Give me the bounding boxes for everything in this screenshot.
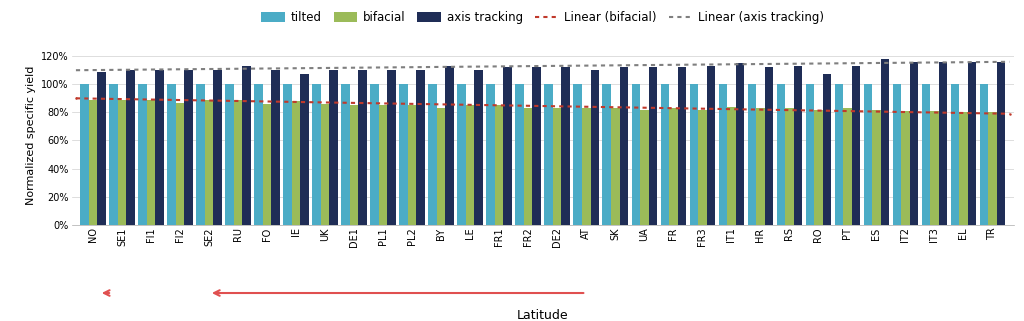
Bar (428, 84, 437, 225)
Bar (118, 100, 126, 225)
Bar (776, 84, 785, 225)
Bar (545, 84, 553, 225)
Bar (872, 109, 881, 225)
Bar (126, 70, 135, 225)
Bar (553, 108, 561, 225)
Bar (988, 112, 996, 225)
Bar (371, 84, 379, 225)
Bar (330, 70, 338, 225)
Bar (835, 84, 843, 225)
Bar (852, 66, 860, 225)
Bar (748, 84, 756, 225)
Bar (893, 84, 901, 225)
Bar (233, 100, 243, 225)
Bar (735, 63, 744, 225)
Bar (814, 109, 822, 225)
Bar (632, 84, 640, 225)
Text: Latitude: Latitude (517, 309, 568, 321)
Bar (939, 62, 947, 225)
Bar (379, 105, 387, 225)
Bar (474, 70, 483, 225)
Bar (197, 84, 205, 225)
Bar (205, 100, 213, 225)
Bar (909, 62, 919, 225)
Bar (573, 84, 582, 225)
Y-axis label: Normalized specific yield: Normalized specific yield (26, 65, 36, 204)
Bar (80, 84, 89, 225)
Bar (532, 67, 541, 225)
Bar (930, 111, 939, 225)
Bar (515, 84, 524, 225)
Bar (922, 84, 930, 225)
Bar (358, 70, 367, 225)
Bar (417, 70, 425, 225)
Bar (719, 84, 727, 225)
Bar (669, 108, 678, 225)
Bar (582, 108, 591, 225)
Bar (89, 100, 97, 225)
Bar (167, 84, 176, 225)
Bar (312, 84, 321, 225)
Bar (184, 70, 193, 225)
Bar (445, 66, 454, 225)
Bar (495, 105, 504, 225)
Bar (863, 84, 872, 225)
Legend: tilted, bifacial, axis tracking, Linear (bifacial), Linear (axis tracking): tilted, bifacial, axis tracking, Linear … (261, 11, 824, 24)
Bar (399, 84, 408, 225)
Bar (271, 70, 280, 225)
Bar (486, 84, 495, 225)
Bar (996, 62, 1006, 225)
Bar (794, 66, 802, 225)
Bar (980, 84, 988, 225)
Bar (466, 105, 474, 225)
Bar (968, 62, 976, 225)
Bar (660, 84, 669, 225)
Bar (292, 101, 300, 225)
Bar (648, 67, 657, 225)
Bar (225, 84, 233, 225)
Bar (950, 84, 959, 225)
Bar (524, 108, 532, 225)
Bar (611, 108, 620, 225)
Bar (640, 109, 648, 225)
Bar (437, 108, 445, 225)
Bar (765, 67, 773, 225)
Bar (213, 70, 222, 225)
Bar (350, 105, 358, 225)
Bar (341, 84, 350, 225)
Bar (300, 74, 309, 225)
Bar (176, 102, 184, 225)
Bar (110, 84, 118, 225)
Bar (602, 84, 611, 225)
Bar (959, 112, 968, 225)
Bar (243, 66, 251, 225)
Bar (678, 67, 686, 225)
Bar (727, 107, 735, 225)
Bar (698, 109, 707, 225)
Bar (387, 70, 396, 225)
Bar (254, 84, 263, 225)
Bar (263, 104, 271, 225)
Bar (806, 84, 814, 225)
Bar (561, 67, 570, 225)
Bar (408, 105, 417, 225)
Bar (146, 100, 156, 225)
Bar (321, 104, 330, 225)
Bar (881, 59, 889, 225)
Bar (756, 108, 765, 225)
Bar (707, 66, 715, 225)
Bar (689, 84, 698, 225)
Bar (138, 84, 146, 225)
Bar (620, 67, 628, 225)
Bar (458, 84, 466, 225)
Bar (97, 72, 105, 225)
Bar (901, 111, 909, 225)
Bar (284, 84, 292, 225)
Bar (785, 108, 794, 225)
Bar (504, 67, 512, 225)
Bar (822, 74, 831, 225)
Bar (156, 70, 164, 225)
Bar (591, 70, 599, 225)
Bar (843, 108, 852, 225)
